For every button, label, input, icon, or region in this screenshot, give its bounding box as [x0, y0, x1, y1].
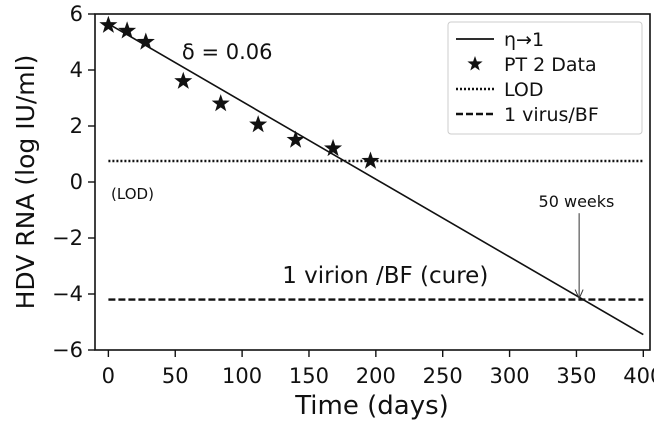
data-point-star — [136, 32, 155, 50]
legend-label: PT 2 Data — [504, 54, 597, 76]
legend-box — [447, 21, 643, 135]
legend-label: 1 virus/BF — [504, 104, 599, 126]
data-point-star — [361, 151, 380, 169]
y-tick-label: −2 — [52, 226, 83, 250]
series-lines — [107, 23, 644, 336]
y-tick-label: 0 — [70, 170, 83, 194]
x-tick-label: 100 — [222, 364, 262, 388]
x-tick-label: 400 — [623, 364, 654, 388]
y-tick-label: 6 — [70, 2, 83, 26]
data-markers — [99, 15, 380, 169]
x-tick-label: 250 — [423, 364, 463, 388]
y-tick-label: 2 — [70, 114, 83, 138]
data-point-star — [174, 71, 193, 89]
x-tick-label: 150 — [289, 364, 329, 388]
x-tick-label: 300 — [490, 364, 530, 388]
legend-label: LOD — [504, 79, 544, 101]
axis-ticks: 0 50 100 150 200 250 300 350 400 −6 −4 −2 0 2 4 6 — [52, 2, 654, 388]
y-axis-label: HDV RNA (log IU/ml) — [11, 55, 40, 310]
x-tick-label: 200 — [356, 364, 396, 388]
legend-swatch-star — [467, 56, 483, 71]
legend: η→1 PT 2 Data LOD 1 virus/BF — [447, 21, 643, 135]
x-tick-label: 0 — [102, 364, 115, 388]
data-point-star — [211, 94, 230, 112]
legend-label: η→1 — [504, 29, 544, 51]
data-point-star — [286, 130, 305, 148]
annotation-arrowhead — [574, 289, 584, 300]
data-point-star — [249, 115, 268, 133]
x-tick-label: 50 — [162, 364, 189, 388]
annotations: δ = 0.06 (LOD) 1 virion /BF (cure) 50 weeks — [111, 40, 615, 300]
annotation-lod: (LOD) — [111, 185, 154, 203]
data-point-star — [99, 15, 118, 33]
series-line-0 — [107, 23, 644, 336]
y-tick-label: −6 — [52, 338, 83, 362]
x-tick-label: 350 — [556, 364, 596, 388]
annotation-weeks: 50 weeks — [539, 192, 615, 211]
annotation-cure: 1 virion /BF (cure) — [282, 263, 488, 289]
data-point-star — [118, 21, 137, 39]
annotation-delta: δ = 0.06 — [182, 40, 273, 64]
data-point-star — [324, 138, 343, 157]
y-tick-label: 4 — [70, 58, 83, 82]
x-axis-label: Time (days) — [294, 391, 449, 421]
y-tick-label: −4 — [52, 282, 83, 306]
